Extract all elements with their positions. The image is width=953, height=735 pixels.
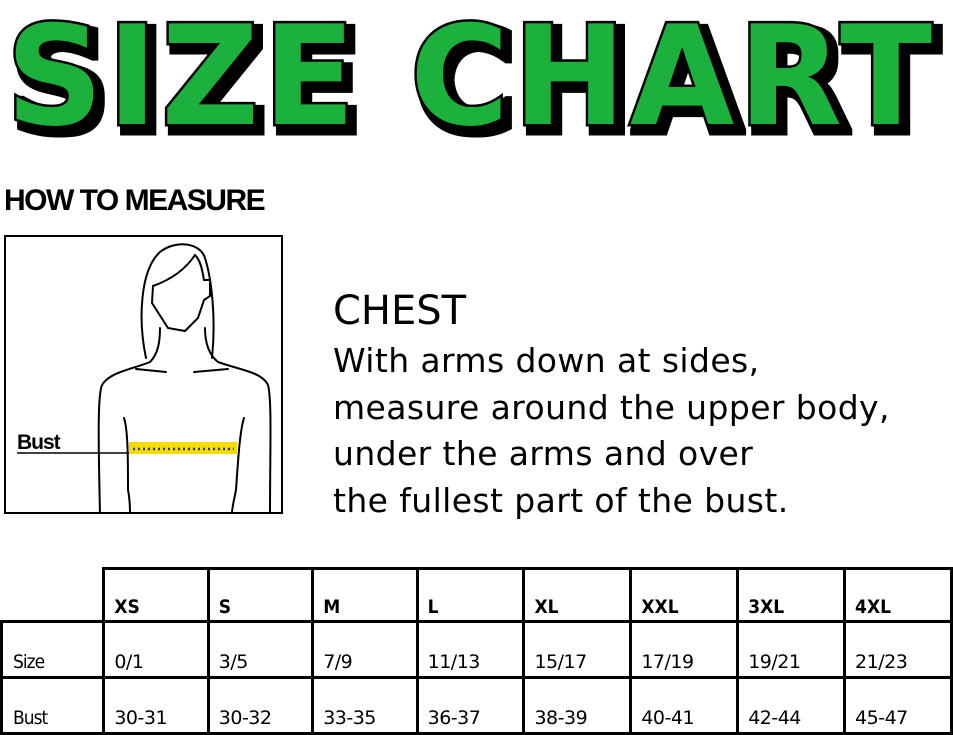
row-label: Bust bbox=[0, 676, 106, 735]
measurement-figure: Bust bbox=[4, 235, 283, 514]
cell: 3/5 bbox=[206, 620, 315, 679]
cell: 19/21 bbox=[736, 620, 847, 679]
instruction-line: the fullest part of the bust. bbox=[333, 480, 789, 520]
cell: 30-31 bbox=[102, 676, 210, 735]
chest-instructions: With arms down at sides, measure around … bbox=[333, 338, 890, 524]
cell: 30-32 bbox=[206, 676, 315, 735]
how-to-measure-heading: HOW TO MEASURE bbox=[4, 184, 266, 217]
cell: 38-39 bbox=[522, 676, 633, 735]
cell: 7/9 bbox=[311, 620, 419, 679]
cell: 36-37 bbox=[415, 676, 526, 735]
header-cell: M bbox=[311, 567, 419, 623]
cell: 45-47 bbox=[843, 676, 953, 735]
title-text: SIZE CHART bbox=[6, 0, 936, 150]
header-cell: L bbox=[415, 567, 526, 623]
cell: 15/17 bbox=[522, 620, 633, 679]
row-label: Size bbox=[0, 620, 106, 679]
table-row: Bust 30-31 30-32 33-35 36-37 38-39 40-41… bbox=[0, 676, 953, 735]
header-cell: XL bbox=[522, 567, 633, 623]
cell: 0/1 bbox=[102, 620, 210, 679]
chest-heading: CHEST bbox=[333, 288, 467, 334]
cell: 11/13 bbox=[415, 620, 526, 679]
woman-outline-icon bbox=[97, 243, 272, 514]
instruction-line: measure around the upper body, bbox=[333, 387, 890, 427]
header-cell: S bbox=[206, 567, 315, 623]
table-row: Size 0/1 3/5 7/9 11/13 15/17 17/19 19/21… bbox=[0, 620, 953, 679]
cell: 33-35 bbox=[311, 676, 419, 735]
figure-frame bbox=[4, 235, 283, 514]
cell: 42-44 bbox=[736, 676, 847, 735]
header-cell: 3XL bbox=[736, 567, 847, 623]
instruction-line: under the arms and over bbox=[333, 434, 754, 473]
table-header-row: XS S M L XL XXL 3XL 4XL bbox=[1, 567, 953, 623]
header-cell: XS bbox=[102, 567, 210, 623]
header-cell: XXL bbox=[629, 567, 740, 623]
cell: 17/19 bbox=[629, 620, 740, 679]
instruction-line: With arms down at sides, bbox=[333, 341, 760, 380]
cell: 21/23 bbox=[843, 620, 953, 679]
size-table: XS S M L XL XXL 3XL 4XL Size 0/1 3/5 7/9… bbox=[0, 567, 953, 735]
bust-label: Bust bbox=[17, 431, 61, 454]
size-chart-title: SIZE CHART bbox=[4, 0, 936, 150]
cell: 40-41 bbox=[629, 676, 740, 735]
corner-cell bbox=[1, 568, 106, 623]
header-cell: 4XL bbox=[843, 567, 953, 623]
